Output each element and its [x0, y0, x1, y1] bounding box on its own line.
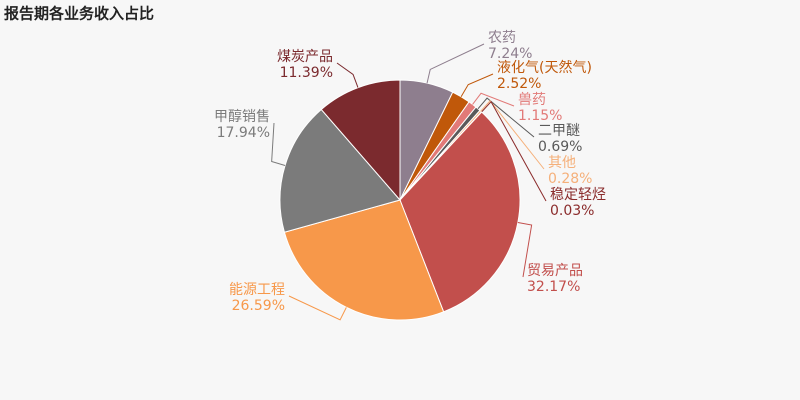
leader-line [480, 100, 545, 170]
slice-label: 农药 [488, 30, 516, 46]
leader-line [481, 100, 547, 202]
slice-value: 0.28% [548, 171, 592, 187]
slice-value: 17.94% [217, 125, 270, 141]
leader-line [271, 122, 286, 166]
slice-label: 稳定轻烃 [550, 187, 606, 203]
leader-line [477, 97, 535, 138]
slice-label: 贸易产品 [527, 263, 583, 279]
leader-line [288, 295, 347, 321]
pie-slice [279, 108, 401, 233]
slice-value: 11.39% [280, 65, 333, 81]
slice-value: 26.59% [232, 298, 285, 314]
slice-label: 能源工程 [229, 282, 285, 298]
slice-label: 煤炭产品 [277, 49, 333, 65]
slice-value: 7.24% [488, 46, 532, 62]
slice-label: 二甲醚 [538, 123, 580, 139]
slice-label: 液化气(天然气) [497, 59, 592, 76]
slice-label: 兽药 [518, 92, 546, 108]
slice-value: 0.69% [538, 139, 582, 155]
slice-label: 甲醇销售 [214, 108, 270, 125]
slice-value: 32.17% [527, 279, 580, 295]
leader-line [460, 73, 494, 97]
chart-title: 报告期各业务收入占比 [4, 5, 154, 23]
leader-line [426, 43, 485, 84]
leader-line [517, 221, 533, 278]
leader-line [472, 92, 515, 107]
slice-value: 0.03% [550, 203, 594, 219]
leader-line [336, 62, 359, 88]
slice-value: 1.15% [518, 108, 562, 124]
slice-label: 其他 [548, 155, 576, 171]
pie-slice [399, 111, 521, 313]
slice-value: 2.52% [497, 76, 541, 92]
